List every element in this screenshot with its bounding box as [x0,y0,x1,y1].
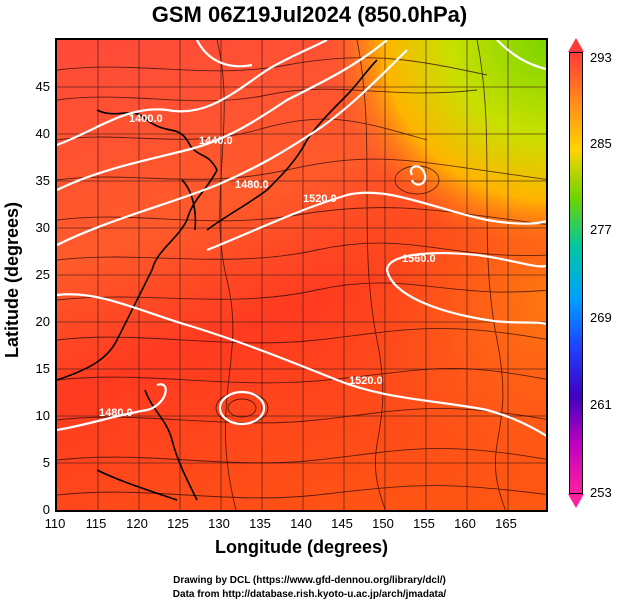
grid-lines [57,40,546,510]
x-tick-label: 130 [208,516,230,531]
colorbar [569,52,583,494]
contour-label: 1480.0 [235,179,269,191]
x-tick-label: 135 [249,516,271,531]
x-tick-label: 110 [44,516,66,531]
colorbar-min-arrow [568,494,584,508]
y-axis-label: Latitude (degrees) [2,201,22,359]
credit-drawing: Drawing by DCL (https://www.gfd-dennou.o… [173,575,446,586]
y-tick-label: 15 [35,361,50,376]
cool-region-shading [57,40,546,510]
x-tick-label: 120 [126,516,148,531]
x-tick-label: 115 [85,516,107,531]
map-plot-area: 1400.0 1440.0 1480.0 1520.0 1560.0 1520.… [55,38,548,512]
colorbar-label: 277 [590,222,612,237]
y-tick-label: 40 [35,126,50,141]
y-tick-label: 45 [35,79,50,94]
y-tick-label: 10 [35,408,50,423]
colorbar-label: 293 [590,50,612,65]
map-title: GSM 06Z19Jul2024 (850.0hPa) [151,2,468,27]
y-tick-label: 5 [42,455,50,470]
contour-label: 1560.0 [402,253,436,265]
contour-label: 1520.0 [303,193,337,205]
colorbar-label: 269 [590,310,612,325]
colorbar-label: 253 [590,485,612,500]
y-tick-label: 20 [35,314,50,329]
height-contours [57,40,546,437]
contour-label: 1480.0 [99,407,133,419]
credit-data: Data from http://database.rish.kyoto-u.a… [172,589,447,600]
y-tick-label: 30 [35,220,50,235]
contour-label: 1400.0 [129,113,163,125]
x-tick-label: 140 [290,516,312,531]
x-tick-label: 165 [495,516,517,531]
y-tick-label: 0 [42,502,50,517]
contour-label: 1440.0 [199,135,233,147]
map-svg: 1400.0 1440.0 1480.0 1520.0 1560.0 1520.… [57,40,546,510]
x-tick-label: 160 [454,516,476,531]
x-tick-label: 155 [413,516,435,531]
contour-label: 1520.0 [349,375,383,387]
y-tick-label: 25 [35,267,50,282]
colorbar-label: 261 [590,397,612,412]
x-axis-label: Longitude (degrees) [214,537,388,557]
colorbar-label: 285 [590,136,612,151]
x-tick-label: 125 [167,516,189,531]
colorbar-max-arrow [568,38,584,52]
y-tick-label: 35 [35,173,50,188]
x-tick-label: 150 [372,516,394,531]
x-tick-label: 145 [331,516,353,531]
